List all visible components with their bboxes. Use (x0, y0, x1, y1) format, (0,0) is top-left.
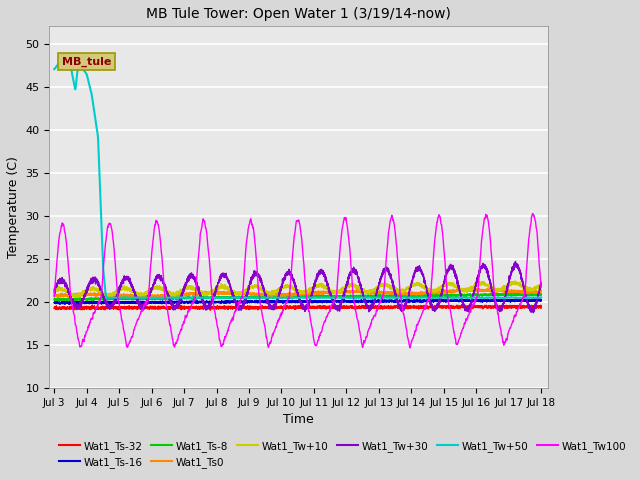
Wat1_Tw+50 (537, 295, 545, 300)
Wat1_Ts0 (121, 295, 129, 301)
Wat1_Ts-32 (139, 306, 147, 312)
Wat1_Tw+10 (367, 287, 375, 293)
Wat1_Ts-16 (66, 301, 74, 307)
Wat1_Tw100 (414, 322, 422, 328)
Wat1_Ts0 (537, 287, 545, 293)
Wat1_Ts-16 (51, 300, 58, 306)
Wat1_Tw+10 (237, 291, 244, 297)
Wat1_Tw100 (451, 332, 458, 338)
Wat1_Ts-32 (537, 305, 545, 311)
Wat1_Tw+30 (451, 268, 458, 274)
Wat1_Tw100 (529, 211, 537, 216)
Wat1_Ts-16 (367, 299, 375, 304)
Wat1_Tw100 (367, 321, 374, 326)
Wat1_Ts-8 (535, 290, 543, 296)
Wat1_Ts-32 (367, 304, 375, 310)
Wat1_Ts-8 (342, 294, 350, 300)
Wat1_Tw100 (342, 216, 350, 222)
Wat1_Tw+10 (511, 278, 519, 284)
Wat1_Tw+50 (342, 295, 350, 300)
Title: MB Tule Tower: Open Water 1 (3/19/14-now): MB Tule Tower: Open Water 1 (3/19/14-now… (146, 7, 451, 21)
Wat1_Ts-32 (51, 305, 58, 311)
Wat1_Tw+50 (451, 295, 458, 300)
Wat1_Ts-16 (414, 297, 422, 303)
Wat1_Ts-32 (458, 301, 466, 307)
Wat1_Ts-16 (342, 298, 350, 304)
Wat1_Tw+30 (529, 310, 537, 316)
Wat1_Ts-16 (537, 297, 545, 303)
Wat1_Ts0 (237, 289, 244, 295)
Line: Wat1_Ts-8: Wat1_Ts-8 (54, 293, 541, 301)
Wat1_Tw+30 (51, 287, 58, 292)
Wat1_Tw100 (236, 298, 244, 304)
Wat1_Tw100 (51, 293, 58, 299)
Wat1_Ts0 (342, 289, 350, 295)
Line: Wat1_Ts0: Wat1_Ts0 (54, 288, 541, 298)
Line: Wat1_Ts-16: Wat1_Ts-16 (54, 299, 541, 304)
Line: Wat1_Tw+30: Wat1_Tw+30 (54, 262, 541, 313)
Legend: Wat1_Ts-32, Wat1_Ts-16, Wat1_Ts-8, Wat1_Ts0, Wat1_Tw+10, Wat1_Tw+30, Wat1_Tw+50,: Wat1_Ts-32, Wat1_Ts-16, Wat1_Ts-8, Wat1_… (54, 437, 631, 472)
Wat1_Tw+50 (367, 295, 375, 300)
Wat1_Ts0 (451, 288, 458, 294)
Wat1_Ts-8 (537, 292, 545, 298)
Wat1_Tw+10 (414, 281, 422, 287)
Wat1_Ts-8 (367, 293, 375, 299)
Wat1_Tw100 (537, 285, 545, 290)
Wat1_Ts-32 (207, 307, 214, 313)
Wat1_Tw+50 (414, 295, 422, 301)
Wat1_Tw+30 (139, 303, 147, 309)
Wat1_Ts-8 (139, 295, 147, 301)
Wat1_Tw+10 (451, 282, 458, 288)
Wat1_Ts0 (139, 293, 147, 299)
Wat1_Ts-16 (530, 296, 538, 302)
Line: Wat1_Tw100: Wat1_Tw100 (54, 214, 541, 348)
Wat1_Tw+30 (342, 285, 350, 290)
Wat1_Ts-16 (451, 298, 458, 304)
Y-axis label: Temperature (C): Temperature (C) (7, 156, 20, 258)
Wat1_Tw100 (406, 345, 414, 351)
Wat1_Tw100 (139, 308, 147, 314)
Wat1_Tw+10 (537, 280, 545, 286)
Wat1_Ts-16 (139, 299, 147, 304)
Wat1_Ts-8 (56, 298, 63, 304)
Line: Wat1_Tw+50: Wat1_Tw+50 (54, 57, 541, 298)
Wat1_Ts0 (51, 292, 58, 298)
Wat1_Tw+30 (511, 259, 519, 264)
Wat1_Tw+30 (367, 303, 374, 309)
Wat1_Tw+10 (139, 291, 147, 297)
Wat1_Ts0 (367, 288, 375, 294)
Wat1_Tw+10 (70, 294, 78, 300)
Wat1_Ts-16 (237, 299, 244, 305)
Wat1_Ts-8 (237, 295, 244, 300)
Wat1_Tw+50 (145, 295, 152, 301)
Wat1_Ts-32 (451, 305, 458, 311)
X-axis label: Time: Time (283, 413, 314, 426)
Wat1_Ts-8 (451, 292, 458, 298)
Line: Wat1_Ts-32: Wat1_Ts-32 (54, 304, 541, 310)
Wat1_Tw+10 (342, 284, 350, 289)
Wat1_Tw+30 (413, 266, 421, 272)
Wat1_Ts-8 (414, 292, 422, 298)
Wat1_Ts0 (414, 290, 422, 296)
Wat1_Tw+30 (236, 303, 244, 309)
Wat1_Tw+50 (139, 295, 147, 300)
Wat1_Ts0 (461, 286, 468, 291)
Wat1_Ts-32 (237, 304, 244, 310)
Wat1_Tw+30 (537, 279, 545, 285)
Wat1_Tw+50 (51, 66, 58, 72)
Wat1_Ts-32 (342, 303, 350, 309)
Wat1_Ts-8 (51, 296, 58, 301)
Wat1_Ts-32 (414, 305, 422, 311)
Line: Wat1_Tw+10: Wat1_Tw+10 (54, 281, 541, 297)
Text: MB_tule: MB_tule (62, 56, 111, 67)
Wat1_Tw+50 (60, 54, 68, 60)
Wat1_Tw+50 (237, 295, 244, 300)
Wat1_Tw+10 (51, 288, 58, 294)
